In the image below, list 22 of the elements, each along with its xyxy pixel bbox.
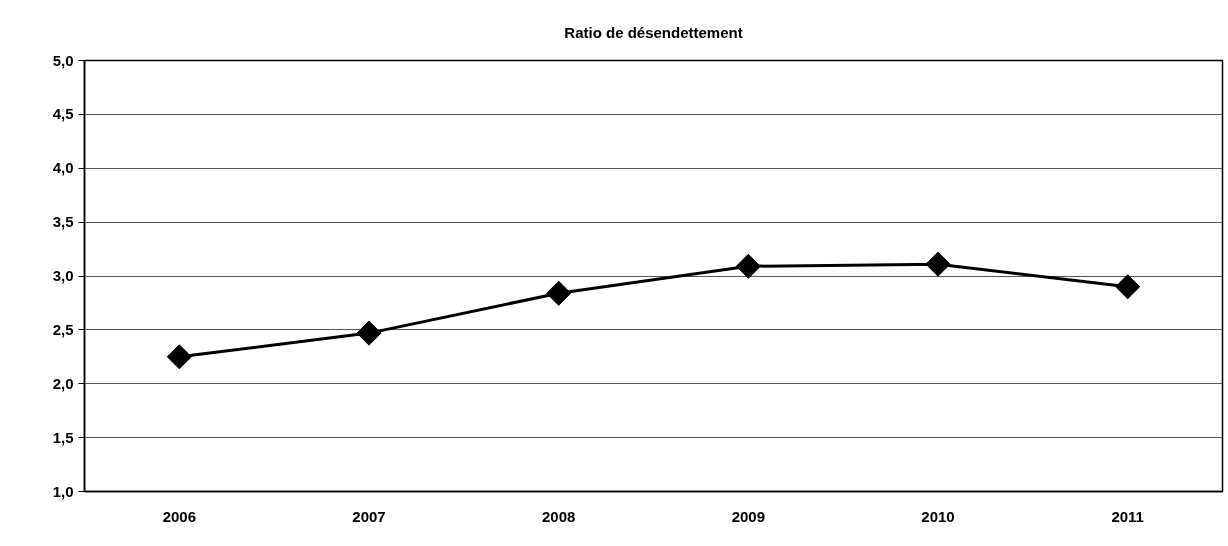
y-tick-label: 2,0: [52, 374, 74, 392]
y-tick-label: 1,5: [52, 428, 74, 446]
point: [1115, 274, 1141, 300]
x-tick-label: 2006: [162, 507, 197, 525]
point: [166, 344, 192, 370]
x-tick-label: 2009: [731, 507, 766, 525]
y-tick-label: 3,5: [52, 213, 74, 231]
y-tick-label: 1,0: [52, 482, 74, 500]
y-tick-label: 3,0: [52, 267, 74, 284]
point: [925, 251, 951, 277]
y-tick-label: 4,0: [52, 159, 74, 177]
x-tick-label: 2011: [1111, 507, 1144, 525]
point: [546, 280, 572, 306]
x-tick-label: 2008: [541, 507, 576, 525]
x-tick-label: 2010: [921, 507, 955, 525]
y-tick-label: 4,5: [52, 105, 74, 123]
point: [356, 320, 382, 346]
x-tick-label: 2007: [352, 507, 386, 525]
y-tick-label: 5,0: [52, 51, 74, 69]
chart-title: Ratio de désendettement: [564, 23, 743, 41]
y-tick-label: 2,5: [52, 320, 74, 338]
point: [735, 253, 761, 279]
